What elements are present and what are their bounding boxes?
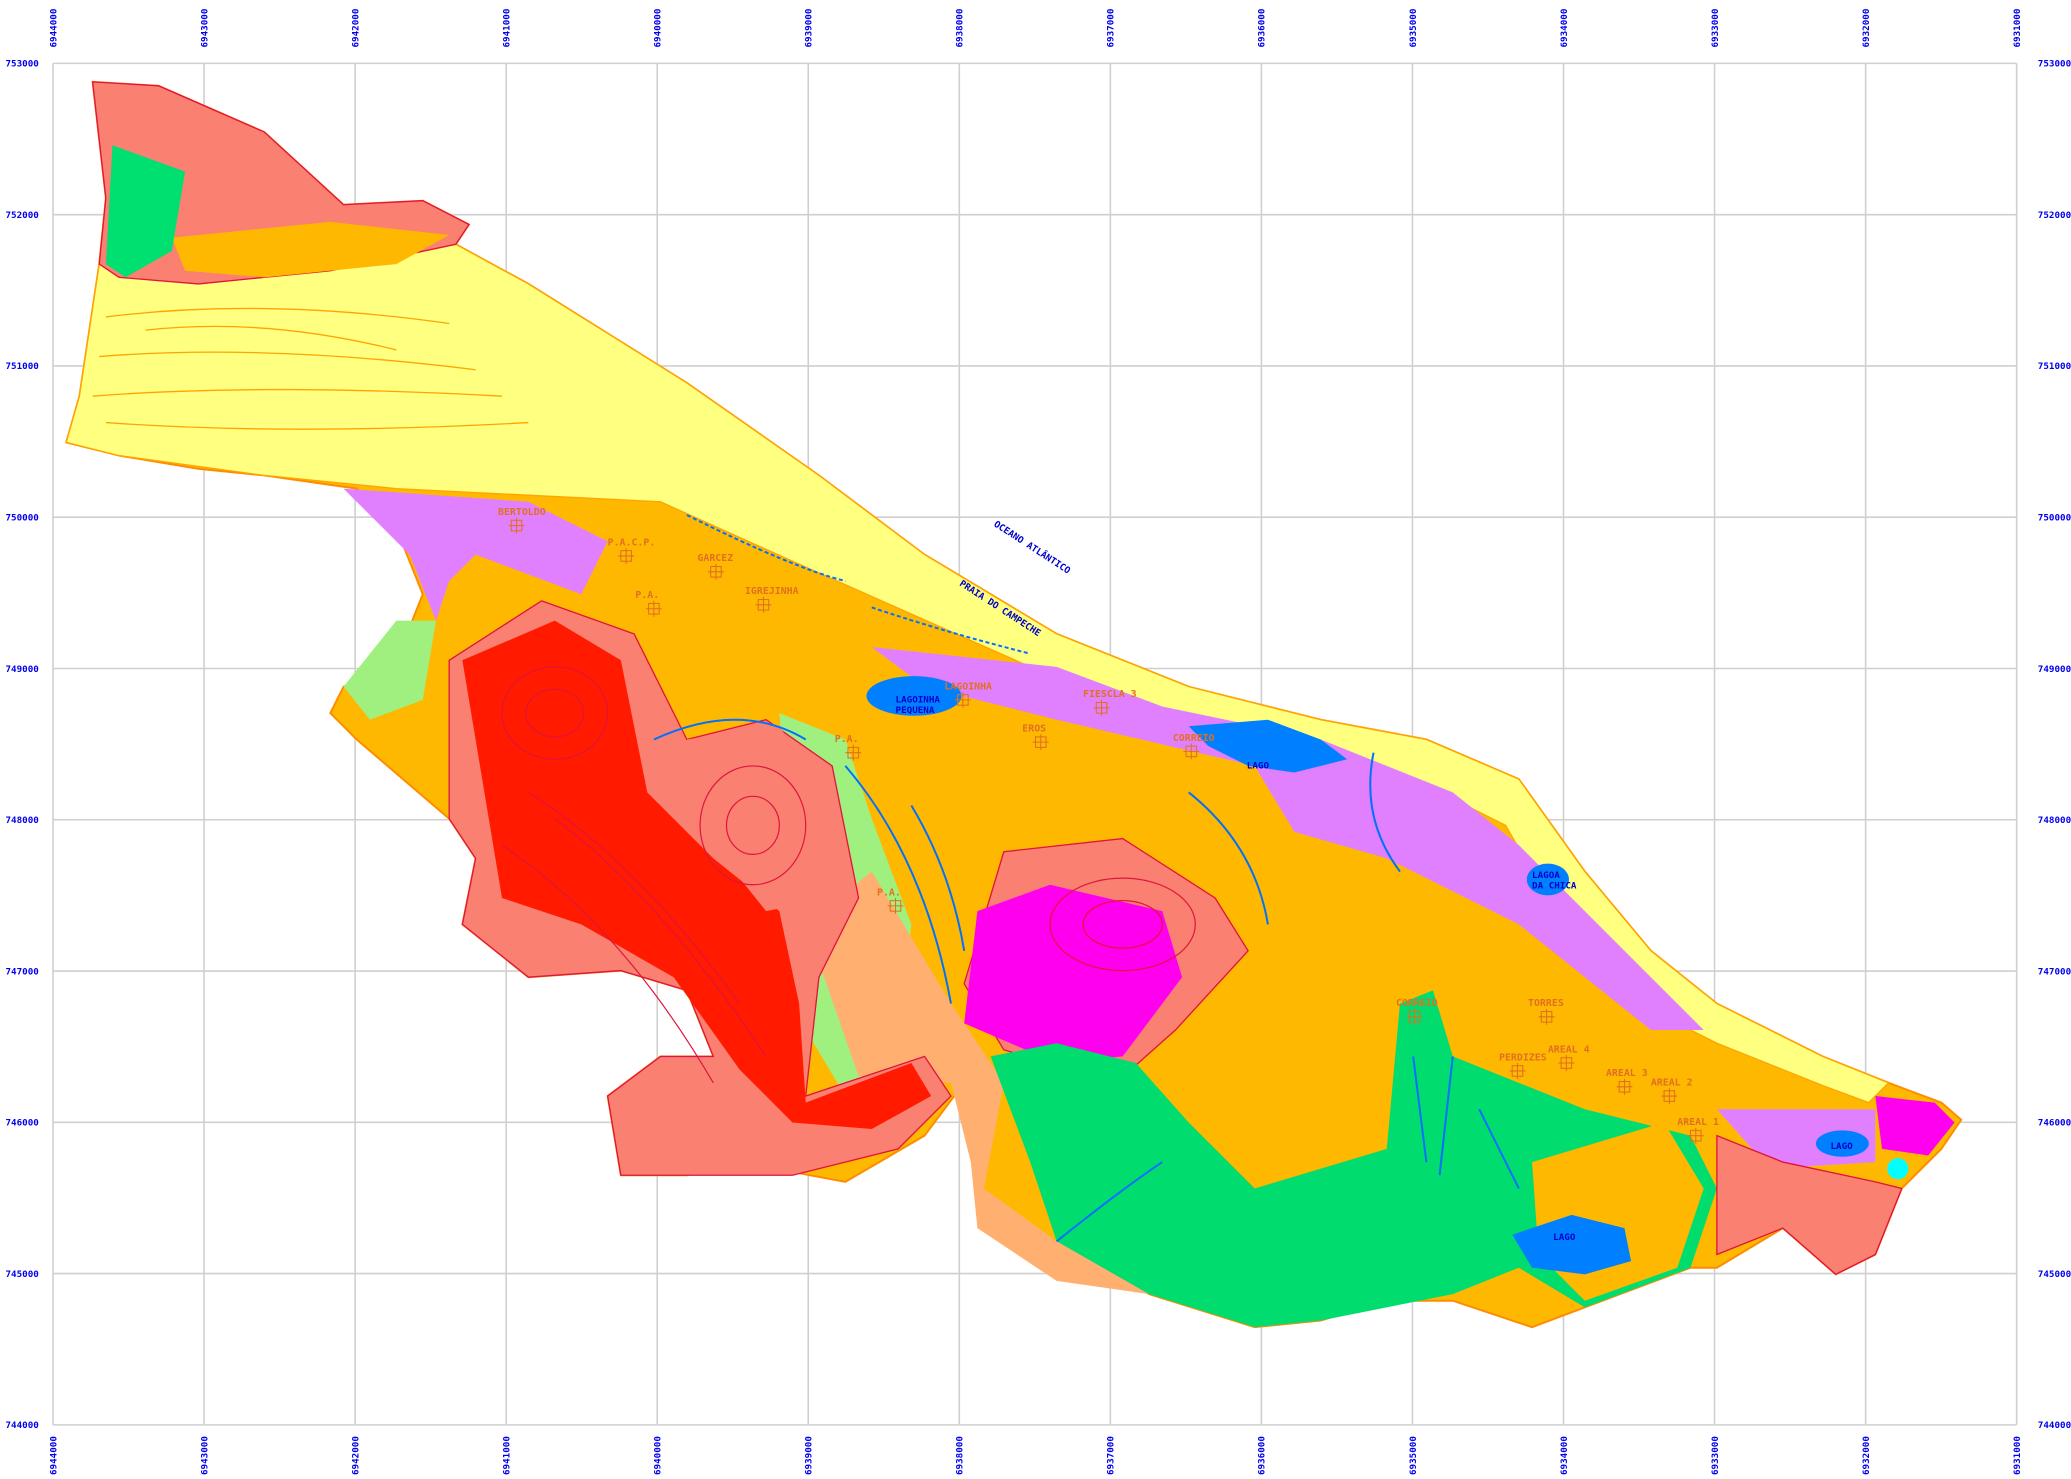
y-coordinate-label: 749000 (2038, 664, 2071, 675)
place-label: AREAL 3 (1606, 1068, 1648, 1079)
site-marker (1617, 1079, 1633, 1095)
y-coordinate-label: 747000 (2038, 966, 2071, 977)
y-coordinate-label: 748000 (5, 815, 38, 826)
y-coordinate-label: 746000 (2038, 1118, 2071, 1129)
site-marker (1661, 1088, 1677, 1104)
x-coordinate-label: 6932000 (1861, 9, 1872, 48)
place-label: P.A. (635, 590, 659, 601)
place-label: P.A. (835, 734, 859, 745)
site-marker (756, 597, 772, 613)
y-coordinate-label: 747000 (5, 966, 38, 977)
x-coordinate-label: 6933000 (1710, 9, 1721, 48)
geology (66, 82, 1961, 1327)
place-label: CORREIO (1396, 998, 1438, 1009)
x-coordinate-label: 6941000 (501, 9, 512, 48)
water-label: LAGOINHA (896, 695, 941, 706)
x-coordinate-label: 6936000 (1257, 9, 1268, 48)
x-coordinate-label: 6941000 (501, 1436, 512, 1475)
y-coordinate-label: 744000 (5, 1420, 38, 1431)
y-coordinate-label: 751000 (5, 361, 38, 372)
page: { "x_axis_labels": ["6944000","6943000",… (0, 0, 2071, 1479)
x-coordinate-label: 6933000 (1710, 1436, 1721, 1475)
y-coordinate-label: 753000 (2038, 59, 2071, 70)
y-coordinate-label: 744000 (2038, 1420, 2071, 1431)
y-coordinate-label: 748000 (2038, 815, 2071, 826)
x-coordinate-label: 6938000 (955, 9, 966, 48)
water-label: PEQUENA (896, 705, 935, 716)
x-coordinate-label: 6937000 (1106, 9, 1117, 48)
place-label: LAGOINHA (944, 681, 992, 692)
y-coordinate-label: 750000 (2038, 513, 2071, 524)
site-marker (1183, 743, 1199, 759)
site-marker (845, 745, 861, 761)
site-marker (708, 564, 724, 580)
site-marker (888, 898, 904, 914)
site-marker (1688, 1128, 1704, 1144)
y-coordinate-label: 751000 (2038, 361, 2071, 372)
site-marker (955, 692, 971, 708)
x-coordinate-label: 6942000 (350, 9, 361, 48)
x-coordinate-label: 6934000 (1559, 1436, 1570, 1475)
x-coordinate-label: 6938000 (955, 1436, 966, 1475)
x-coordinate-label: 6939000 (804, 1436, 815, 1475)
place-label: IGREJINHA (745, 586, 799, 597)
x-coordinate-label: 6940000 (653, 1436, 664, 1475)
site-marker (1510, 1063, 1526, 1079)
site-marker (1407, 1009, 1423, 1025)
place-label: BERTOLDO (498, 507, 546, 518)
x-coordinate-label: 6940000 (653, 9, 664, 48)
water-label: LAGO (1830, 1141, 1853, 1152)
place-label: PERDIZES (1499, 1052, 1547, 1063)
water-label: LAGO (1247, 761, 1270, 772)
x-coordinate-label: 6931000 (2012, 9, 2023, 48)
sea-label: OCEANO ATLÂNTICO (992, 518, 1074, 577)
x-coordinate-label: 6931000 (2012, 1436, 2023, 1475)
x-coordinate-label: 6932000 (1861, 1436, 1872, 1475)
place-label: CORREIO (1173, 733, 1215, 744)
x-coordinate-label: 6936000 (1257, 1436, 1268, 1475)
map: 6944000 6944000 6943000 6943000 6942000 69420… (0, 0, 2071, 1479)
water-label: DA CHICA (1532, 881, 1577, 892)
y-coordinate-label: 752000 (5, 210, 38, 221)
x-coordinate-label: 6939000 (804, 9, 815, 48)
x-coordinate-label: 6943000 (199, 1436, 210, 1475)
x-coordinate-label: 6942000 (350, 1436, 361, 1475)
x-coordinate-label: 6937000 (1106, 1436, 1117, 1475)
site-marker (646, 601, 662, 617)
site-marker (1558, 1055, 1574, 1071)
y-coordinate-label: 745000 (2038, 1269, 2071, 1280)
place-label: AREAL 1 (1677, 1117, 1719, 1128)
place-label: AREAL 4 (1548, 1044, 1590, 1055)
water-label: LAGO (1553, 1232, 1576, 1243)
place-label: P.A.C.P. (608, 537, 656, 548)
site-marker (509, 518, 525, 534)
place-label: EROS (1022, 724, 1046, 735)
x-coordinate-label: 6935000 (1408, 1436, 1419, 1475)
water-label: LAGOA (1532, 870, 1560, 881)
y-coordinate-label: 750000 (5, 513, 38, 524)
x-coordinate-label: 6944000 (48, 9, 59, 48)
x-coordinate-label: 6944000 (48, 1436, 59, 1475)
y-coordinate-label: 753000 (5, 59, 38, 70)
place-label: TORRES (1528, 998, 1564, 1009)
site-marker (1033, 734, 1049, 750)
y-coordinate-label: 745000 (5, 1269, 38, 1280)
site-marker (618, 548, 634, 564)
y-coordinate-label: 749000 (5, 664, 38, 675)
place-label: FIESCLA 3 (1083, 689, 1137, 700)
site-marker (1094, 700, 1110, 716)
place-label: AREAL 2 (1651, 1077, 1693, 1088)
y-coordinate-label: 752000 (2038, 210, 2071, 221)
x-coordinate-label: 6943000 (199, 9, 210, 48)
lake (1887, 1158, 1908, 1179)
y-coordinate-label: 746000 (5, 1118, 38, 1129)
x-coordinate-label: 6935000 (1408, 9, 1419, 48)
place-label: GARCEZ (697, 553, 733, 564)
site-marker (1539, 1009, 1555, 1025)
place-label: P.A. (877, 887, 901, 898)
x-coordinate-label: 6934000 (1559, 9, 1570, 48)
